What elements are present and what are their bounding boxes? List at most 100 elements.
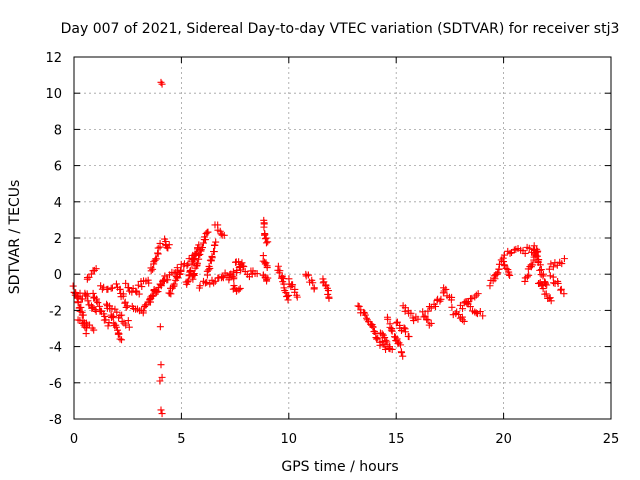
data-point [424,307,432,315]
data-point [397,348,405,356]
y-tick-label: 12 [45,51,62,66]
data-point [536,266,544,274]
data-point [93,297,101,305]
data-point [468,294,476,302]
chart-title: Day 007 of 2021, Sidereal Day-to-day VTE… [61,21,620,37]
data-point [557,285,565,293]
data-point [304,271,312,279]
data-point [190,255,198,263]
data-point [203,271,211,279]
data-point [542,290,550,298]
data-point [414,315,422,323]
data-point [459,305,467,313]
y-tick-label: 4 [54,196,62,211]
data-point [388,345,396,353]
data-point [536,261,544,269]
data-point [253,270,261,278]
data-point [220,231,228,239]
data-point [401,328,409,336]
data-point [206,280,214,288]
data-point [77,303,85,311]
data-point [539,272,547,280]
data-point [115,330,123,338]
data-point [262,239,270,247]
data-point [164,276,172,284]
data-point [442,285,450,293]
data-point [97,282,105,290]
data-point [154,249,162,257]
x-tick-label: 5 [177,432,185,447]
data-point [506,271,514,279]
data-point [510,246,518,254]
data-point [309,279,317,287]
y-tick-label: 0 [54,268,62,283]
data-point [560,255,568,263]
data-point [157,78,165,86]
x-tick-label: 0 [70,432,78,447]
data-point [285,291,293,299]
data-point [149,292,157,300]
data-point [101,312,109,320]
data-point [476,308,484,316]
data-point [183,278,191,286]
data-point [407,309,415,317]
data-point [156,323,164,331]
data-point [87,270,95,278]
data-point [539,285,547,293]
data-point [554,279,562,287]
data-points [69,78,568,418]
data-point [153,288,161,296]
data-point [523,273,531,281]
data-point [158,373,166,381]
data-point [382,336,390,344]
data-point [203,278,211,286]
data-point [170,280,178,288]
data-point [157,361,165,369]
data-point [502,264,510,272]
data-point [202,236,210,244]
y-tick-label: -4 [49,341,62,356]
data-point [354,302,362,310]
data-point [506,249,514,257]
y-tick-label: -6 [49,377,62,392]
data-point [384,315,392,323]
y-tick-label: 2 [54,232,62,247]
data-point [437,295,445,303]
y-axis-label: SDTVAR / TECUs [7,180,23,295]
data-point [210,279,218,287]
data-point [361,311,369,319]
data-point [92,265,100,273]
y-tick-label: -8 [49,413,62,428]
data-point [212,238,220,246]
data-point [373,335,381,343]
data-point [154,288,162,296]
data-point [275,269,283,277]
data-point [89,289,97,297]
data-point [264,274,272,282]
data-point [186,268,194,276]
data-point [208,254,216,262]
data-point [118,311,126,319]
data-point [114,329,122,337]
data-point [125,284,133,292]
data-point [150,260,158,268]
data-point [432,303,440,311]
data-point [108,284,116,292]
data-point [190,271,198,279]
grid-lines [74,57,611,419]
data-point [139,309,147,317]
data-point [94,299,102,307]
data-point [236,284,244,292]
data-point [104,285,112,293]
data-point [264,238,272,246]
data-point [427,319,435,327]
data-point [284,296,292,304]
data-point [410,317,418,325]
data-point [69,282,77,290]
data-point [202,230,210,238]
data-point [378,330,386,338]
data-point [479,312,487,320]
data-point [440,287,448,295]
data-point [156,239,164,247]
data-point [293,293,301,301]
